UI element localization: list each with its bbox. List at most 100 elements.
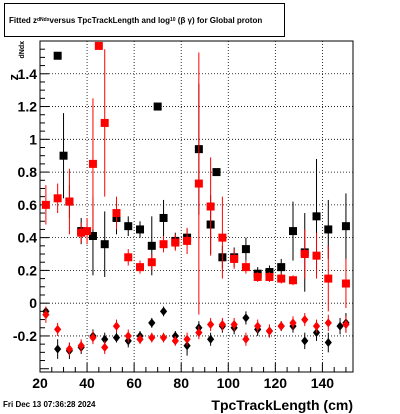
data-point-diamond: [183, 334, 191, 344]
data-point-square: [53, 194, 62, 203]
data-point-square: [324, 274, 333, 283]
x-tick-label: 40: [79, 375, 95, 391]
data-point-square: [230, 254, 239, 263]
data-point-square: [265, 272, 274, 281]
data-point-diamond: [112, 321, 121, 331]
data-point-diamond: [324, 338, 332, 348]
x-tick-label: 20: [32, 375, 48, 391]
data-point-square: [100, 240, 109, 249]
y-tick-label: 0.6: [18, 197, 38, 213]
data-point-diamond: [312, 321, 321, 331]
data-point-diamond: [101, 334, 109, 344]
y-tick-label: 1: [29, 131, 37, 147]
data-point-square: [59, 151, 68, 160]
data-point-square: [147, 241, 156, 250]
data-point-diamond: [54, 324, 62, 334]
data-point-square: [124, 222, 133, 231]
x-tick-label: 60: [126, 375, 142, 391]
data-point-square: [312, 251, 321, 260]
data-point-square: [124, 253, 133, 262]
data-point-square: [83, 227, 92, 236]
y-tick-label: 0: [29, 295, 37, 311]
data-point-diamond: [324, 318, 332, 328]
data-point-square: [77, 228, 86, 237]
data-point-diamond: [136, 334, 144, 344]
y-axis-title: z: [6, 74, 21, 81]
data-point-square: [65, 197, 74, 206]
data-point-diamond: [148, 318, 156, 328]
data-point-diamond: [89, 333, 97, 343]
data-point-square: [53, 51, 62, 60]
data-point-diamond: [42, 310, 50, 320]
data-point-diamond: [265, 326, 274, 336]
data-point-diamond: [289, 318, 297, 328]
title-part-3: (β γ) for Global proton: [177, 15, 263, 25]
data-point-diamond: [124, 331, 132, 341]
data-point-square: [194, 179, 203, 188]
data-point-square: [241, 263, 250, 272]
data-point-diamond: [148, 333, 156, 343]
data-point-square: [288, 227, 297, 236]
data-point-square: [153, 102, 162, 111]
data-point-diamond: [342, 319, 350, 329]
data-point-square: [288, 276, 297, 285]
title-part-2: versus TpcTrackLength and log: [49, 15, 170, 25]
data-point-diamond: [77, 341, 85, 351]
data-point-square: [183, 236, 192, 245]
x-tick-label: 120: [264, 375, 288, 391]
data-point-square: [300, 250, 309, 259]
data-point-square: [277, 263, 286, 272]
data-point-diamond: [207, 319, 215, 329]
data-point-square: [206, 202, 215, 211]
data-point-square: [147, 258, 156, 267]
timestamp-footer: Fri Dec 13 07:36:28 2024: [3, 400, 96, 409]
data-point-diamond: [242, 313, 250, 323]
data-point-square: [41, 200, 50, 209]
y-tick-label: 1.2: [18, 99, 38, 115]
data-point-diamond: [230, 319, 238, 329]
data-point-square: [324, 225, 333, 234]
data-point-square: [241, 245, 250, 254]
data-point-diamond: [242, 334, 250, 344]
title-sub-1: dNdx: [37, 17, 50, 23]
data-point-diamond: [218, 319, 226, 329]
title-sub-2: 10: [169, 17, 176, 23]
x-axis-title: TpcTrackLength (cm): [211, 397, 353, 413]
plot-frame: [39, 40, 354, 373]
data-point-square: [88, 159, 97, 168]
data-point-diamond: [159, 333, 168, 343]
data-point-square: [212, 168, 221, 177]
data-point-square: [218, 233, 227, 242]
data-point-diamond: [54, 344, 62, 354]
data-point-diamond: [159, 306, 168, 316]
data-point-diamond: [301, 336, 309, 346]
y-tick-label: 1.4: [18, 66, 38, 82]
data-point-diamond: [101, 342, 109, 352]
x-tick-label: 140: [311, 375, 335, 391]
data-point-square: [312, 212, 321, 221]
data-point-diamond: [195, 328, 203, 338]
data-point-diamond: [254, 321, 262, 331]
data-point-diamond: [207, 334, 215, 344]
data-point-diamond: [112, 333, 121, 343]
data-point-diamond: [301, 315, 309, 325]
data-point-square: [277, 274, 286, 283]
data-point-square: [88, 231, 97, 240]
data-point-square: [341, 279, 350, 288]
data-point-square: [159, 213, 168, 222]
data-point-square: [136, 225, 145, 234]
y-tick-label: -0.2: [13, 328, 37, 344]
data-point-square: [136, 263, 145, 272]
data-point-diamond: [65, 344, 74, 354]
y-tick-label: 0.8: [18, 164, 38, 180]
chart-title-box: Fitted z dNdx versus TpcTrackLength and l…: [4, 3, 285, 37]
y-axis-title-sub: dNdx: [19, 41, 26, 59]
data-point-diamond: [277, 321, 285, 331]
data-point-square: [159, 240, 168, 249]
data-point-square: [253, 272, 262, 281]
x-tick-label: 100: [217, 375, 241, 391]
data-point-square: [171, 238, 180, 247]
x-tick-label: 80: [173, 375, 189, 391]
data-point-square: [341, 222, 350, 231]
